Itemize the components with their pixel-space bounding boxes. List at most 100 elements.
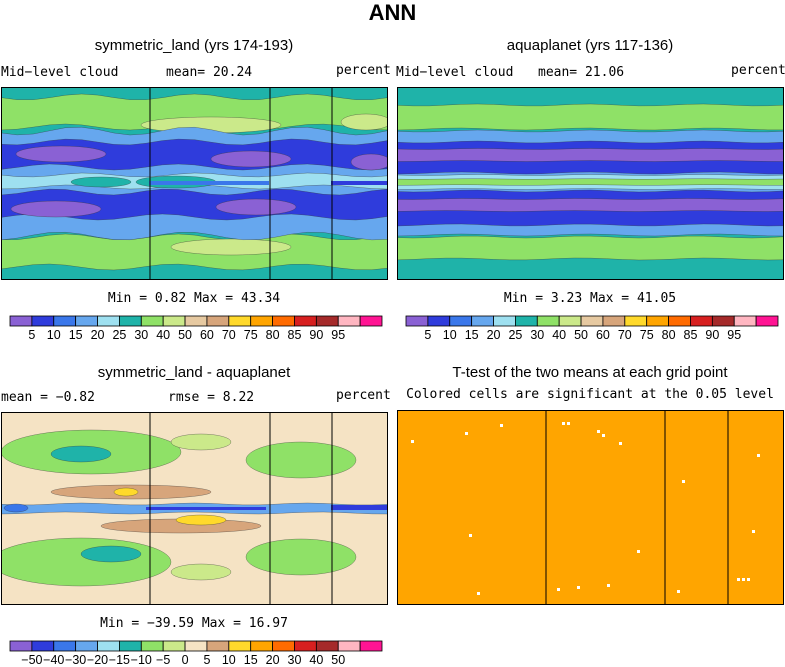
colorbar-box [162,315,186,327]
colorbar-tick-label: 10 [442,328,457,342]
colorbar-box [580,315,604,327]
contour-band [1,93,388,131]
contour-region [245,441,357,479]
panel1-mean-label: mean= 20.24 [166,65,253,80]
nonsignificant-cell [637,550,640,553]
colorbar-box [206,315,230,327]
colorbar-box [272,315,295,327]
colorbar-box [206,640,230,652]
contour-band [1,188,388,221]
contour-region [3,503,29,513]
nonsignificant-cell [500,424,503,427]
contour-band [397,178,784,186]
map-frame [1,412,388,605]
colorbar-box [690,315,713,327]
colorbar-box [184,640,208,652]
panel1-minmax: Min = 0.82 Max = 43.34 [107,291,281,306]
colorbar-tick-label: 85 [287,328,302,342]
panel3-contour-map [1,412,388,605]
colorbar-box [755,315,779,327]
colorbar-box [184,315,208,327]
colorbar-tick-label: 5 [424,328,432,342]
colorbar-tick-label: 70 [617,328,632,342]
colorbar-box [315,640,339,652]
colorbar-tick-label: 90 [705,328,720,342]
colorbar-tick-label: 40 [552,328,567,342]
nonsignificant-cell [752,530,755,533]
nonsignificant-cell [747,578,750,581]
contour-band [397,103,784,131]
contour-region [170,238,292,256]
contour-strip [146,507,266,510]
colorbar-tick-label: 10 [46,328,61,342]
colorbar-box [250,640,273,652]
panel3-rmse-label: rmse = 8.22 [168,390,255,405]
colorbar-tick-label: 80 [661,328,676,342]
colorbar-tick-label: 50 [574,328,588,342]
colorbar-box [97,640,120,652]
colorbar-box [53,640,77,652]
contour-region [1,537,172,587]
colorbar-tick-label: 95 [727,328,742,342]
contour-region [340,113,388,131]
panel3-units-label: percent [336,388,391,403]
nonsignificant-cell [757,454,760,457]
colorbar-box [228,315,252,327]
nonsignificant-cell [577,586,580,589]
nonsignificant-cell [682,480,685,483]
colorbar-box [405,315,429,327]
contour-region [50,445,112,463]
nonsignificant-cell [677,590,680,593]
colorbar-tick-label: 80 [265,328,280,342]
colorbar-tick-label: 25 [508,328,523,342]
panel3-title: symmetric_land - aquaplanet [97,364,291,381]
colorbar-box [515,315,538,327]
panel2-units-label: percent [731,63,785,78]
significant-cells [397,410,784,605]
nonsignificant-cell [742,578,745,581]
colorbar-box [337,640,361,652]
figure-title: ANN [368,0,417,25]
colorbar-box [250,315,273,327]
contour-strip [331,505,388,510]
panel3-mean-label: mean = −0.82 [1,390,95,405]
colorbar-tick-label: 15 [68,328,83,342]
colorbar-box [31,315,55,327]
nonsignificant-cell [597,430,600,433]
colorbar-box [53,315,77,327]
colorbar-box [558,315,582,327]
map-frame [1,87,388,280]
colorbar-tick-label: 85 [683,328,698,342]
nonsignificant-cell [567,422,570,425]
nonsignificant-cell [465,432,468,435]
colorbar-tick-label: 5 [203,653,211,667]
colorbar-box [294,315,317,327]
colorbar-tick-label: 60 [199,328,214,342]
colorbar-tick-label: 15 [464,328,479,342]
colorbar-box [294,640,317,652]
colorbar-box [668,315,691,327]
contour-region [170,563,232,581]
colorbar-tick-label: 5 [28,328,36,342]
contour-strip [331,181,388,185]
nonsignificant-cell [619,442,622,445]
panel2-mean-label: mean= 21.06 [538,65,625,80]
panel1-title: symmetric_land (yrs 174-193) [94,37,294,54]
colorbar-tick-label: 60 [595,328,610,342]
colorbar-tick-label: 50 [178,328,192,342]
colorbar-tick-label: 20 [90,328,105,342]
colorbar-box [646,315,669,327]
panel1-variable-label: Mid−level cloud [1,65,119,80]
colorbar-box [9,315,33,327]
nonsignificant-cell [562,422,565,425]
colorbar-box [31,640,55,652]
colorbar-box [140,315,164,327]
contour-region [70,176,132,188]
contour-region [80,545,142,563]
colorbar-box [602,315,626,327]
colorbar-box [449,315,473,327]
contour-strip [149,181,269,185]
nonsignificant-cell [607,584,610,587]
panel2-variable-label: Mid−level cloud [396,65,514,80]
colorbar-box [359,315,383,327]
